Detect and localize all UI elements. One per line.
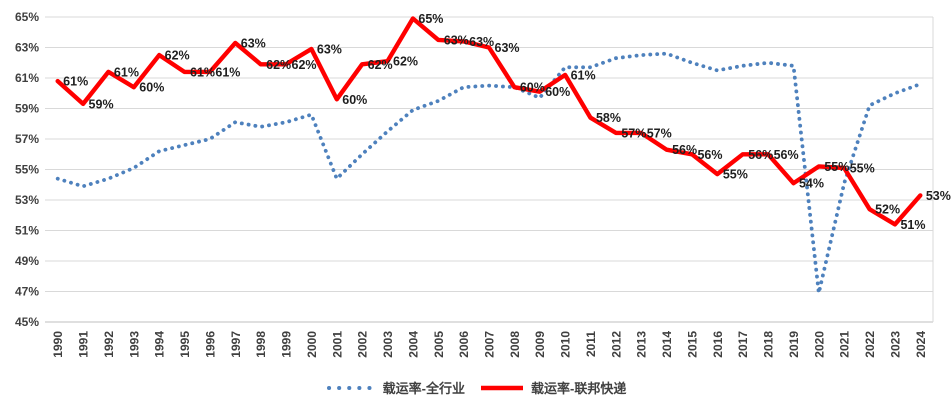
y-tick-label: 61% [15,71,39,85]
data-label: 62% [266,58,291,72]
x-tick-label: 2020 [812,331,826,358]
x-tick-label: 2007 [483,331,497,358]
y-tick-label: 57% [15,132,39,146]
x-tick-label: 1998 [254,331,268,358]
data-label: 52% [875,203,900,217]
data-label: 60% [520,81,545,95]
chart-plot-area: 45%47%49%51%53%55%57%59%61%63%65%1990 199… [15,10,951,358]
data-label: 61% [215,65,240,79]
x-tick-label: 2021 [838,331,852,358]
data-label: 55% [723,168,748,182]
x-tick-label: 2010 [559,331,573,358]
x-tick-label: 2005 [432,331,446,358]
data-label: 61% [114,65,139,79]
y-tick-label: 45% [15,315,39,329]
x-tick-label: 2023 [888,331,902,358]
data-label: 62% [165,49,190,63]
x-tick-label: 2017 [736,331,750,358]
data-label: 54% [799,177,824,191]
data-label: 61% [190,65,215,79]
x-tick-label: 2024 [914,331,928,358]
x-tick-label: 1997 [229,331,243,358]
x-tick-label: 2002 [356,331,370,358]
x-tick-label: 2012 [609,331,623,358]
solid-line-swatch [481,385,523,390]
x-tick-label: 2011 [584,331,598,357]
data-label: 61% [63,75,88,89]
data-label: 62% [393,55,418,69]
data-label: 56% [672,143,697,157]
x-tick-label: 1995 [178,331,192,358]
y-tick-label: 47% [15,285,39,299]
data-label: 56% [748,148,773,162]
legend-label-industry: 载运率-全行业 [382,381,465,396]
data-label: 57% [621,126,646,140]
y-tick-label: 59% [15,102,39,116]
y-tick-label: 49% [15,254,39,268]
x-tick-label: 2000 [305,331,319,358]
x-tick-label: 2003 [381,331,395,358]
x-tick-label: 2008 [508,331,522,358]
data-label: 63% [495,41,520,55]
x-tick-label: 2009 [533,331,547,358]
y-tick-label: 65% [15,10,39,24]
x-tick-label: 1996 [203,331,217,358]
legend-label-fedex: 载运率-联邦快递 [531,381,627,396]
data-label: 60% [545,85,570,99]
chart-legend: 载运率-全行业 载运率-联邦快递 [0,378,951,397]
x-tick-label: 2019 [787,331,801,358]
y-tick-label: 55% [15,163,39,177]
data-label: 63% [241,36,266,50]
x-tick-label: 1993 [127,331,141,358]
data-label: 63% [469,35,494,49]
x-tick-label: 1991 [77,331,91,358]
data-label: 56% [697,148,722,162]
x-tick-label: 2018 [762,331,776,358]
series-line-fedex [55,16,923,227]
data-label: 65% [418,12,443,26]
x-tick-label: 2014 [660,331,674,358]
data-label: 60% [139,81,164,95]
data-label: 61% [571,68,596,82]
data-label: 62% [292,58,317,72]
x-tick-label: 1999 [280,331,294,358]
data-label: 60% [342,93,367,107]
data-label: 62% [368,58,393,72]
legend-item-fedex: 载运率-联邦快递 [479,378,626,397]
data-label: 56% [774,148,799,162]
data-label: 57% [647,126,672,140]
x-tick-label: 2006 [457,331,471,358]
y-tick-label: 51% [15,224,39,238]
x-tick-label: 1992 [102,331,116,358]
series-line-industry [55,51,923,295]
y-tick-label: 63% [15,41,39,55]
data-label: 55% [824,160,849,174]
x-tick-label: 2013 [635,331,649,358]
y-tick-label: 53% [15,193,39,207]
x-tick-label: 2004 [406,331,420,358]
x-tick-label: 2015 [685,331,699,358]
x-tick-label: 1994 [153,331,167,358]
data-label: 51% [900,218,925,232]
data-label: 59% [89,97,114,111]
x-tick-label: 2001 [330,331,344,358]
data-label: 63% [317,43,342,57]
x-tick-label: 2022 [863,331,877,358]
data-label: 58% [596,111,621,125]
data-label: 63% [444,33,469,47]
dotted-line-swatch [326,385,375,390]
x-tick-label: 1990 [51,331,65,358]
data-label: 53% [926,189,951,203]
legend-item-industry: 载运率-全行业 [325,378,465,397]
data-label: 55% [850,161,875,175]
x-tick-label: 2016 [711,331,725,358]
